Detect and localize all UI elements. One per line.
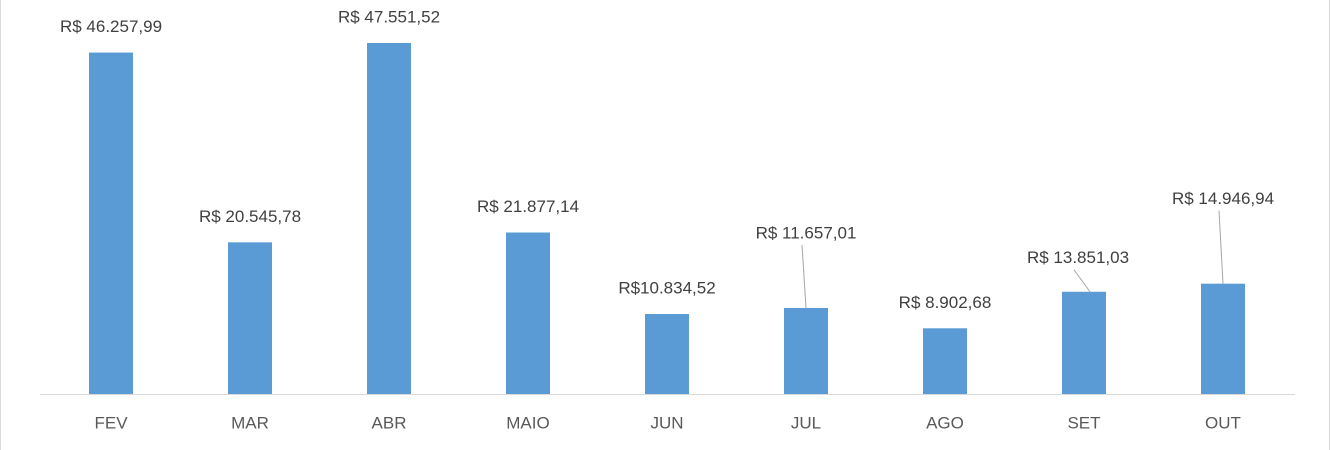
data-label: R$ 11.657,01	[756, 223, 857, 242]
leader-line	[1218, 210, 1224, 284]
data-label: R$ 20.545,78	[199, 207, 301, 226]
x-tick-label: AGO	[926, 413, 964, 432]
bar	[228, 242, 272, 394]
bar	[367, 43, 411, 394]
bar	[923, 328, 967, 394]
x-tick-label: JUL	[791, 413, 821, 432]
data-label: R$ 21.877,14	[477, 197, 579, 216]
x-tick-label: MAIO	[506, 413, 549, 432]
x-tick-label: MAR	[231, 413, 269, 432]
leader-line	[801, 244, 807, 308]
x-tick-label: JUN	[650, 413, 683, 432]
x-tick-label: OUT	[1205, 413, 1241, 432]
data-label: R$ 14.946,94	[1172, 189, 1274, 208]
data-label: R$ 13.851,03	[1027, 248, 1129, 267]
data-label: R$ 47.551,52	[338, 7, 440, 26]
data-label: R$ 46.257,99	[60, 17, 162, 36]
x-tick-label: SET	[1067, 413, 1100, 432]
x-tick-label: ABR	[372, 413, 407, 432]
leader-line	[1073, 269, 1091, 293]
bar	[784, 307, 828, 394]
bar	[89, 52, 133, 394]
bar	[645, 314, 689, 394]
data-label: R$ 8.902,68	[899, 293, 992, 312]
data-label: R$10.834,52	[618, 279, 715, 298]
x-tick-label: FEV	[94, 413, 128, 432]
bar	[1062, 291, 1106, 394]
bar	[1201, 283, 1245, 394]
bar	[506, 232, 550, 394]
